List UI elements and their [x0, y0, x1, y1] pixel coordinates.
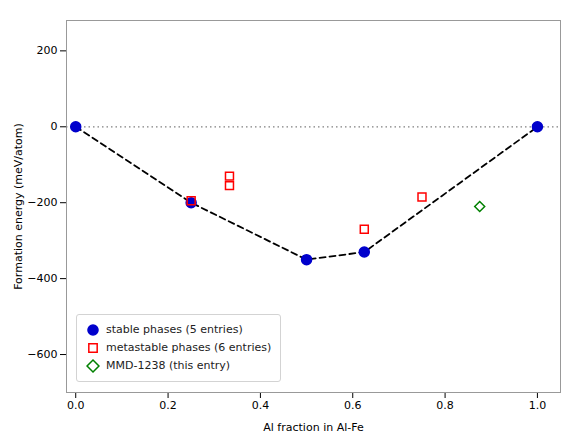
svg-text:200: 200 — [37, 44, 58, 57]
html-text:metastable phases (6 entries): metastable phases (6 entries) — [106, 341, 272, 354]
svg-text:−200: −200 — [27, 196, 57, 209]
svg-text:0.8: 0.8 — [436, 399, 454, 412]
svg-text:−400: −400 — [27, 272, 57, 285]
svg-text:Formation energy (meV/atom): Formation energy (meV/atom) — [12, 123, 25, 290]
svg-text:−600: −600 — [27, 348, 57, 361]
svg-text:0.2: 0.2 — [159, 399, 177, 412]
svg-text:1.0: 1.0 — [529, 399, 547, 412]
svg-text:0.4: 0.4 — [252, 399, 270, 412]
html-text:MMD-1238 (this entry): MMD-1238 (this entry) — [106, 359, 231, 372]
svg-text:0.0: 0.0 — [67, 399, 85, 412]
html-text:stable phases (5 entries): stable phases (5 entries) — [106, 323, 243, 336]
svg-text:0: 0 — [51, 120, 58, 133]
svg-text:0.6: 0.6 — [344, 399, 362, 412]
svg-text:Al fraction in Al-Fe: Al fraction in Al-Fe — [263, 421, 364, 434]
